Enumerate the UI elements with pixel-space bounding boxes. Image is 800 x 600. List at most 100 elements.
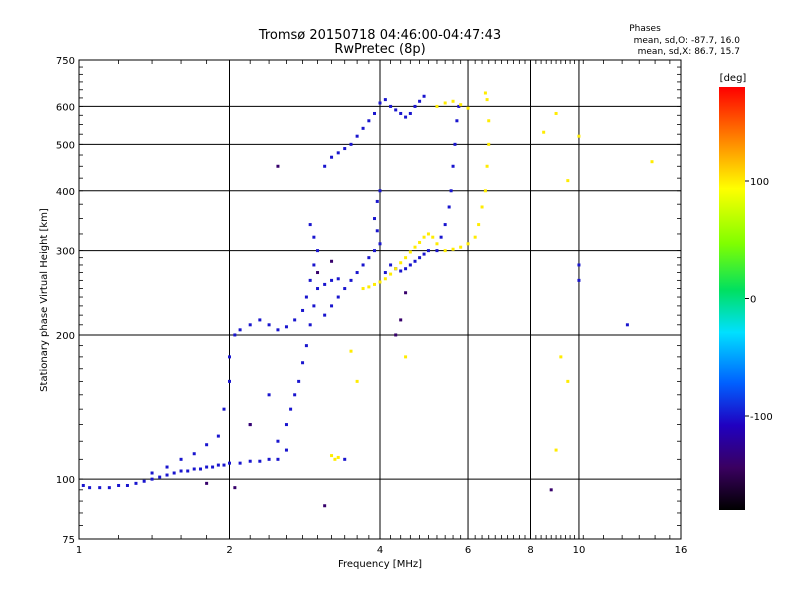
x-axis-label: Frequency [MHz] <box>338 559 422 570</box>
data-point-x-mode <box>473 235 477 239</box>
data-point-o-mode <box>449 189 453 193</box>
data-point-o-mode <box>228 461 231 465</box>
data-point-o-mode <box>330 304 334 308</box>
data-point-o-mode <box>323 164 327 168</box>
data-point-o-mode <box>117 483 121 487</box>
data-point-o-mode <box>336 151 340 155</box>
data-point-o-mode <box>367 256 371 260</box>
data-point-o-mode <box>233 333 237 337</box>
colorbar-unit-label: [deg] <box>720 73 747 84</box>
y-tick-label-400: 400 <box>56 187 75 198</box>
data-point-other <box>205 481 209 485</box>
data-point-o-mode <box>165 465 169 469</box>
data-point-o-mode <box>312 304 316 308</box>
data-point-x-mode <box>435 104 439 108</box>
data-point-other <box>404 291 408 295</box>
data-point-x-mode <box>480 205 484 209</box>
data-point-o-mode <box>378 101 382 105</box>
data-point-x-mode <box>378 280 382 284</box>
data-point-o-mode <box>216 463 220 467</box>
data-point-o-mode <box>228 379 231 383</box>
data-point-o-mode <box>308 323 312 327</box>
data-point-o-mode <box>394 108 398 112</box>
data-point-x-mode <box>459 245 463 249</box>
y-tick-label-300: 300 <box>56 247 75 258</box>
data-point-o-mode <box>355 134 359 138</box>
data-point-o-mode <box>228 355 231 359</box>
y-tick-label-100: 100 <box>56 475 75 486</box>
data-point-x-mode <box>435 242 439 246</box>
data-point-o-mode <box>192 452 196 456</box>
data-point-o-mode <box>238 461 242 465</box>
data-point-o-mode <box>453 142 457 146</box>
data-point-o-mode <box>107 486 111 490</box>
x-tick-labels: 1 2 4 6 8 10 16 <box>76 545 688 556</box>
x-tick-label-10: 10 <box>573 545 586 556</box>
data-point-o-mode <box>186 469 190 473</box>
data-point-x-mode <box>330 454 334 458</box>
data-point-x-mode <box>650 160 654 164</box>
data-point-x-mode <box>336 455 340 459</box>
data-point-o-mode <box>422 94 426 98</box>
data-point-o-mode <box>293 318 297 322</box>
data-point-o-mode <box>457 104 461 108</box>
data-point-o-mode <box>248 459 252 463</box>
data-point-x-mode <box>554 111 558 115</box>
data-point-x-mode <box>413 245 417 249</box>
data-point-o-mode <box>577 278 581 282</box>
data-point-o-mode <box>418 99 422 103</box>
y-tick-label-75: 75 <box>62 535 75 546</box>
data-point-x-mode <box>559 355 563 359</box>
data-point-x-mode <box>566 179 570 183</box>
data-point-x-mode <box>404 355 408 359</box>
data-point-x-mode <box>477 223 481 227</box>
data-point-x-mode <box>383 277 387 281</box>
data-point-o-mode <box>88 486 92 490</box>
data-point-x-mode <box>404 256 408 260</box>
stats-x-mode: mean, sd,X: 86.7, 15.7 <box>638 47 740 57</box>
data-point-o-mode <box>216 434 220 438</box>
data-point-x-mode <box>373 282 377 286</box>
data-point-x-mode <box>485 98 489 102</box>
data-point-o-mode <box>373 249 377 253</box>
data-point-o-mode <box>349 278 353 282</box>
data-point-x-mode <box>483 189 487 193</box>
data-point-x-mode <box>483 91 487 95</box>
data-point-o-mode <box>378 189 382 193</box>
colorbar-tick-label-100: 100 <box>750 177 769 188</box>
data-point-o-mode <box>625 323 629 327</box>
data-point-o-mode <box>316 287 320 291</box>
data-point-o-mode <box>408 263 412 267</box>
data-point-o-mode <box>323 313 327 317</box>
data-point-x-mode <box>451 99 455 103</box>
data-point-o-mode <box>330 278 334 282</box>
data-point-other <box>316 271 320 275</box>
data-point-x-mode <box>418 240 422 244</box>
data-point-o-mode <box>134 481 138 485</box>
chart-title-line1: Tromsø 20150718 04:46:00-04:47:43 <box>258 28 501 43</box>
data-point-o-mode <box>355 271 359 275</box>
data-point-x-mode <box>422 235 426 239</box>
data-point-o-mode <box>455 119 459 123</box>
data-point-o-mode <box>179 469 183 473</box>
data-point-o-mode <box>422 252 426 256</box>
data-point-o-mode <box>404 115 408 119</box>
data-point-o-mode <box>336 295 340 299</box>
data-point-o-mode <box>276 439 280 443</box>
data-point-o-mode <box>248 323 252 327</box>
data-point-o-mode <box>267 323 271 327</box>
data-point-o-mode <box>383 271 387 275</box>
data-point-o-mode <box>222 407 226 411</box>
y-tick-label-600: 600 <box>56 102 75 113</box>
data-point-o-mode <box>142 479 146 483</box>
data-point-o-mode <box>276 457 280 461</box>
data-point-x-mode <box>554 448 558 452</box>
data-point-x-mode <box>485 164 489 168</box>
data-point-o-mode <box>258 318 262 322</box>
data-point-x-mode <box>355 379 359 383</box>
x-tick-label-2: 2 <box>226 545 232 556</box>
data-point-o-mode <box>205 443 209 447</box>
data-point-o-mode <box>304 344 308 348</box>
data-point-x-mode <box>399 261 403 265</box>
data-point-o-mode <box>343 287 347 291</box>
